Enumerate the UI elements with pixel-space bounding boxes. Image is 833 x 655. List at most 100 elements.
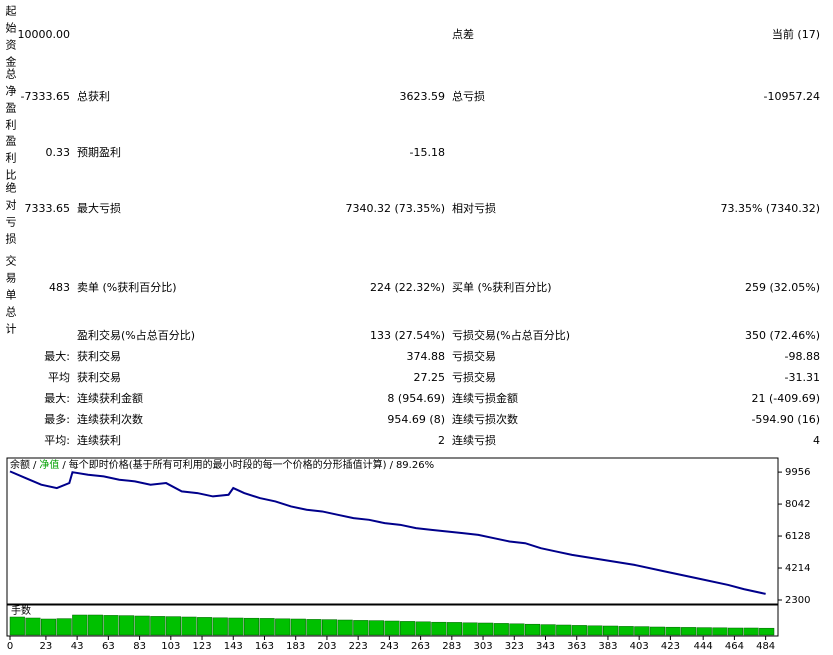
volume-bar xyxy=(197,617,213,636)
row-label: 亏损交易 xyxy=(452,350,496,363)
x-tick-label: 343 xyxy=(536,641,555,652)
volume-bar xyxy=(87,614,103,636)
x-tick-label: 243 xyxy=(380,641,399,652)
legend: 余额 / 净值 / 每个即时价格(基于所有可利用的最小时段的每一个价格的分形插值计算) /… xyxy=(10,458,434,471)
row-value: -31.31 xyxy=(784,371,820,384)
row-value: -98.88 xyxy=(784,350,820,363)
volume-bar xyxy=(228,617,244,636)
volume-bar xyxy=(415,621,431,636)
volume-bar xyxy=(212,617,228,636)
row-label: 买单 (%获利百分比) xyxy=(452,281,552,294)
legend-item: 每个即时价格(基于所有可利用的最小时段的每一个价格的分形插值计算) xyxy=(69,458,387,471)
volume-bar xyxy=(165,616,181,636)
row-value: 平均: xyxy=(44,434,70,447)
row-value: 最大: xyxy=(44,392,70,405)
volume-bar xyxy=(743,627,759,636)
row-label: 相对亏损 xyxy=(452,202,496,215)
row-value: 平均 xyxy=(48,371,70,384)
row-label: 总获利 xyxy=(77,90,110,103)
volume-bar xyxy=(665,626,681,636)
row-value: 当前 (17) xyxy=(771,28,820,41)
legend-item: 89.26% xyxy=(396,460,434,471)
row-value: 8 (954.69) xyxy=(387,392,445,405)
volume-bar xyxy=(400,621,416,636)
volume-title: 手数 xyxy=(11,604,31,617)
row-label: 连续获利 xyxy=(77,434,121,447)
x-tick-label: 464 xyxy=(725,641,744,652)
row-label: 点差 xyxy=(452,28,474,41)
row-value: 4 xyxy=(813,434,820,447)
y-tick-label: 9956 xyxy=(785,467,810,478)
row-label: 连续亏损次数 xyxy=(452,413,518,426)
row-value: -594.90 (16) xyxy=(751,413,820,426)
volume-bar xyxy=(618,626,634,636)
row-label: 最大亏损 xyxy=(77,202,121,215)
x-tick-label: 103 xyxy=(161,641,180,652)
x-tick-label: 423 xyxy=(661,641,680,652)
x-tick-label: 183 xyxy=(286,641,305,652)
x-tick-label: 444 xyxy=(694,641,713,652)
x-tick-label: 363 xyxy=(567,641,586,652)
volume-bar xyxy=(603,625,619,636)
volume-bar xyxy=(431,621,447,636)
x-tick-label: 23 xyxy=(40,641,53,652)
volume-bar xyxy=(306,619,322,636)
volume-bar xyxy=(446,622,463,636)
volume-bar xyxy=(696,627,712,636)
row-value: 10000.00 xyxy=(17,28,71,41)
volume-bar xyxy=(384,620,400,636)
row-value: 350 (72.46%) xyxy=(744,329,820,342)
volume-bar xyxy=(587,625,603,636)
volume-bar xyxy=(290,618,306,636)
row-value: 954.69 (8) xyxy=(387,413,445,426)
legend-item: 净值 xyxy=(39,458,59,471)
x-tick-label: 484 xyxy=(756,641,775,652)
x-tick-label: 43 xyxy=(71,641,84,652)
x-tick-label: 83 xyxy=(133,641,146,652)
x-tick-label: 143 xyxy=(224,641,243,652)
row-label: 盈利交易(%占总百分比) xyxy=(77,329,196,342)
row-value: 最大: xyxy=(44,350,70,363)
volume-bar xyxy=(25,617,41,636)
row-label: 亏损交易 xyxy=(452,371,496,384)
legend-separator: / xyxy=(390,460,394,471)
volume-bar xyxy=(337,619,353,636)
volume-bar xyxy=(9,616,25,636)
row-label: 获利交易 xyxy=(77,371,121,384)
row-value: 21 (-409.69) xyxy=(751,392,820,405)
row-label: 预期盈利 xyxy=(77,146,121,159)
volume-bar xyxy=(712,627,728,636)
row-label: 连续获利次数 xyxy=(77,413,143,426)
x-tick-label: 383 xyxy=(598,641,617,652)
x-tick-label: 263 xyxy=(411,641,430,652)
volume-bar xyxy=(556,624,572,636)
row-value: 3623.59 xyxy=(399,90,446,103)
volume-bar xyxy=(40,618,57,636)
x-tick-label: 303 xyxy=(474,641,493,652)
row-value: 483 xyxy=(49,281,70,294)
row-value: 2 xyxy=(438,434,445,447)
row-value: -15.18 xyxy=(409,146,445,159)
volume-bar xyxy=(321,619,338,636)
row-value: 374.88 xyxy=(406,350,446,363)
row-value: 最多: xyxy=(44,413,70,426)
volume-bar xyxy=(478,622,494,636)
volume-bar xyxy=(119,615,135,636)
row-value: 0.33 xyxy=(45,146,71,159)
volume-bar xyxy=(56,618,72,636)
volume-bar xyxy=(462,622,478,636)
volume-bar xyxy=(727,627,744,636)
volume-bar xyxy=(275,618,291,636)
legend-item: 余额 xyxy=(10,458,30,471)
row-label: 连续获利金额 xyxy=(77,392,143,405)
row-value: 7333.65 xyxy=(24,202,71,215)
x-tick-label: 203 xyxy=(317,641,336,652)
side-label: 总净盈利 xyxy=(4,68,17,136)
x-tick-label: 63 xyxy=(102,641,115,652)
row-value: 133 (27.54%) xyxy=(369,329,445,342)
volume-bar xyxy=(72,614,88,636)
volume-bar xyxy=(649,626,665,636)
x-tick-label: 223 xyxy=(349,641,368,652)
